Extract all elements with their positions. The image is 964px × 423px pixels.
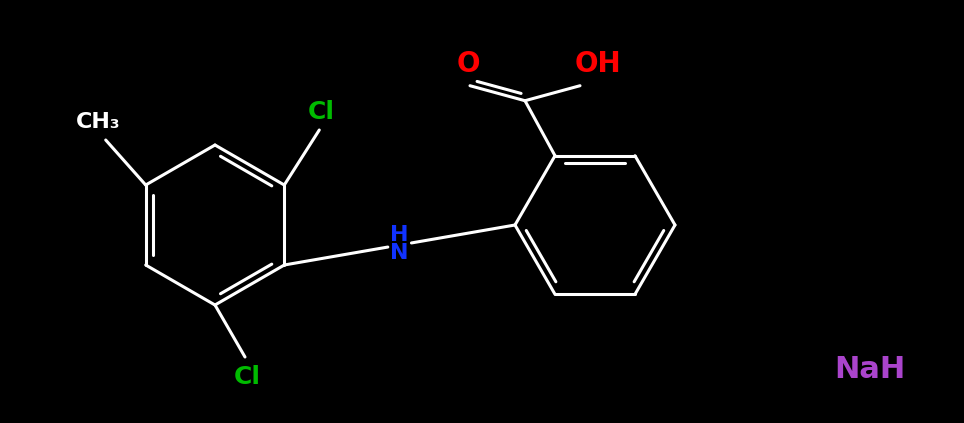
Text: CH₃: CH₃ — [75, 112, 120, 132]
Text: O: O — [456, 50, 480, 78]
Text: Cl: Cl — [308, 100, 335, 124]
Text: NaH: NaH — [835, 355, 905, 385]
Text: H: H — [390, 225, 409, 245]
Text: OH: OH — [575, 50, 622, 78]
Text: Cl: Cl — [233, 365, 260, 389]
Text: N: N — [390, 243, 409, 263]
